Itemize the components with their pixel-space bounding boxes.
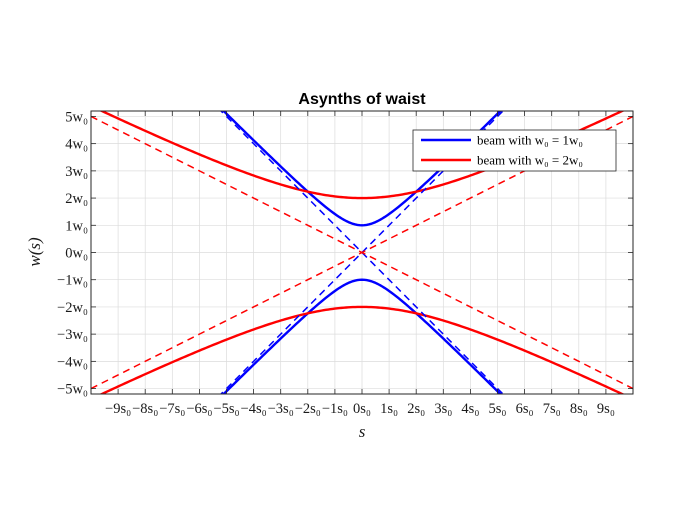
y-tick-label: −2w₀ bbox=[57, 300, 88, 316]
chart-title: Asynths of waist bbox=[298, 91, 426, 108]
x-tick-label: 7s₀ bbox=[543, 401, 561, 417]
tick-marks bbox=[91, 111, 633, 394]
x-tick-label: −6s₀ bbox=[186, 401, 212, 417]
x-tick-label: −7s₀ bbox=[159, 401, 185, 417]
x-tick-label: −4s₀ bbox=[241, 401, 267, 417]
x-tick-label: −3s₀ bbox=[268, 401, 294, 417]
y-tick-label: −1w₀ bbox=[57, 273, 88, 289]
legend-label: beam with w₀ = 2w₀ bbox=[477, 153, 583, 168]
y-tick-label: −5w₀ bbox=[57, 382, 88, 398]
x-tick-label: 3s₀ bbox=[434, 401, 452, 417]
x-tick-label: 2s₀ bbox=[407, 401, 425, 417]
x-tick-label: 4s₀ bbox=[461, 401, 479, 417]
x-tick-label: −8s₀ bbox=[132, 401, 158, 417]
beam-lower-line bbox=[98, 305, 626, 394]
y-tick-label: −4w₀ bbox=[57, 354, 88, 370]
x-tick-label: −1s₀ bbox=[322, 401, 348, 417]
axes-box bbox=[90, 110, 634, 395]
y-tick-label: 5w₀ bbox=[65, 109, 88, 125]
x-axis-label: s bbox=[359, 422, 366, 441]
y-tick-label: 4w₀ bbox=[65, 137, 88, 153]
x-tick-label: 5s₀ bbox=[489, 401, 507, 417]
y-tick-label: 2w₀ bbox=[65, 191, 88, 207]
x-tick-label: 9s₀ bbox=[597, 401, 615, 417]
legend: beam with w₀ = 1w₀ beam with w₀ = 2w₀ bbox=[412, 129, 617, 172]
y-tick-label: 3w₀ bbox=[65, 164, 88, 180]
y-axis-label: w(s) bbox=[25, 237, 44, 267]
beam-upper-line bbox=[221, 111, 503, 227]
x-tick-label: 8s₀ bbox=[570, 401, 588, 417]
y-tick-label: −3w₀ bbox=[57, 327, 88, 343]
x-tick-labels: −9s₀ −8s₀ −7s₀ −6s₀ −5s₀ −4s₀ −3s₀ −2s₀ −1s₀ 0s₀ 1… bbox=[105, 401, 615, 417]
x-tick-label: −5s₀ bbox=[213, 401, 239, 417]
asymptote-line bbox=[91, 115, 633, 390]
x-tick-label: 6s₀ bbox=[516, 401, 534, 417]
x-tick-label: 1s₀ bbox=[380, 401, 398, 417]
x-tick-label: 0s₀ bbox=[353, 401, 371, 417]
x-tick-label: −9s₀ bbox=[105, 401, 131, 417]
y-tick-label: 1w₀ bbox=[65, 218, 88, 234]
y-tick-label: 0w₀ bbox=[65, 246, 88, 262]
legend-box bbox=[412, 129, 617, 172]
legend-label: beam with w₀ = 1w₀ bbox=[477, 133, 583, 148]
beam-lower-line bbox=[221, 278, 503, 394]
y-tick-labels: 5w₀ 4w₀ 3w₀ 2w₀ 1w₀ 0w₀ −1w₀ −2w₀ −3w₀ −4w₀ −5w₀ bbox=[57, 109, 88, 397]
x-tick-label: −2s₀ bbox=[295, 401, 321, 417]
